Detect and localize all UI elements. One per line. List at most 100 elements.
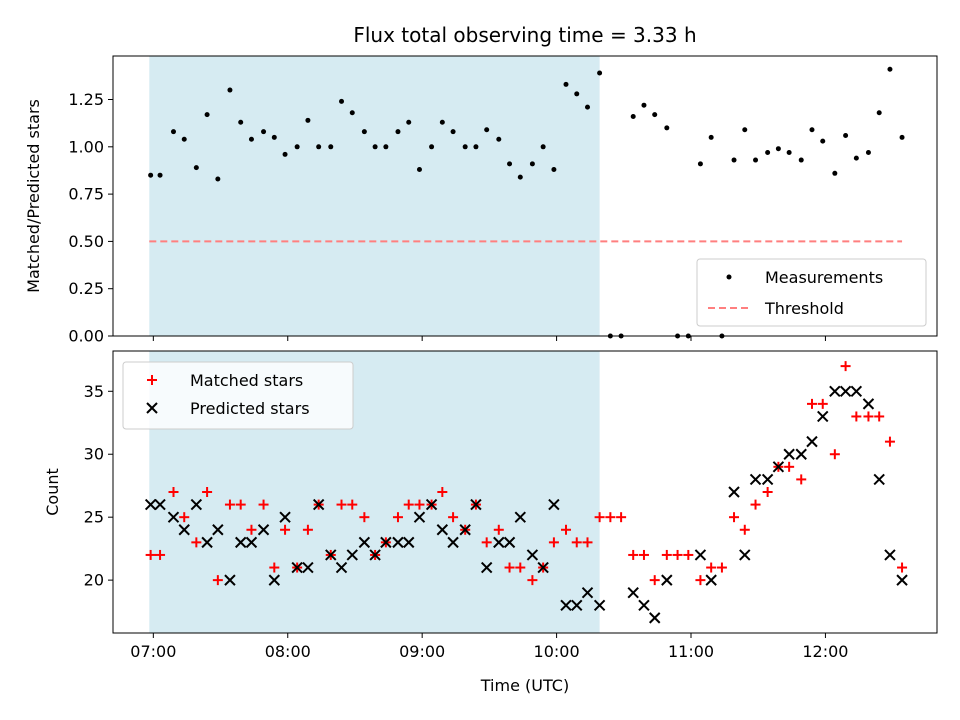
measurement-point bbox=[630, 114, 636, 120]
matched-star-point bbox=[414, 499, 425, 510]
predicted-star-point bbox=[537, 561, 549, 574]
matched-star-point bbox=[605, 512, 616, 523]
measurement-point bbox=[798, 157, 804, 163]
matched-star-point bbox=[493, 524, 504, 535]
matched-star-point bbox=[212, 575, 223, 586]
predicted-star-point bbox=[873, 473, 885, 486]
measurement-point bbox=[349, 110, 355, 116]
top-y-ticks: 0.00 0.25 0.50 0.75 1.00 1.25 bbox=[68, 90, 113, 346]
top-legend: Measurements Threshold bbox=[696, 258, 927, 327]
predicted-star-point bbox=[772, 461, 785, 473]
matched-star-point bbox=[515, 562, 526, 573]
matched-star-point bbox=[616, 512, 627, 523]
measurement-point bbox=[540, 144, 546, 150]
legend-label-predicted: Predicted stars bbox=[190, 399, 310, 418]
predicted-star-point bbox=[896, 574, 908, 586]
measurement-point bbox=[271, 134, 277, 140]
top-y-axis-label: Matched/Predicted stars bbox=[24, 99, 43, 293]
matched-star-point bbox=[638, 549, 649, 560]
top-shaded-span bbox=[149, 56, 600, 336]
predicted-star-point bbox=[335, 561, 348, 574]
bottom-x-tick-label: 11:00 bbox=[668, 642, 714, 661]
matched-star-point bbox=[661, 549, 672, 560]
predicted-star-point bbox=[806, 435, 818, 448]
bottom-y-axis-label: Count bbox=[43, 468, 62, 516]
matched-star-point bbox=[695, 575, 706, 586]
measurement-point bbox=[529, 161, 535, 167]
predicted-star-point bbox=[638, 599, 650, 612]
measurement-point bbox=[585, 104, 591, 110]
measurement-point bbox=[865, 149, 871, 155]
measurement-point bbox=[853, 155, 859, 161]
measurement-point bbox=[664, 125, 670, 131]
chart-title: Flux total observing time = 3.33 h bbox=[353, 23, 696, 47]
predicted-star-point bbox=[526, 549, 539, 561]
predicted-star-point bbox=[358, 536, 371, 549]
legend-marker-matched bbox=[147, 375, 157, 385]
predicted-star-point bbox=[694, 549, 707, 561]
bottom-y-tick-label: 35 bbox=[84, 382, 104, 401]
matched-star-point bbox=[403, 499, 414, 510]
predicted-star-point bbox=[581, 587, 594, 599]
matched-star-point bbox=[806, 398, 817, 409]
measurement-point bbox=[316, 144, 322, 150]
matched-star-point bbox=[504, 562, 515, 573]
matched-star-point bbox=[347, 499, 358, 510]
matched-star-point bbox=[716, 562, 727, 573]
matched-star-point bbox=[829, 449, 840, 460]
bottom-y-tick-label: 20 bbox=[84, 571, 104, 590]
predicted-star-point bbox=[761, 473, 774, 486]
measurement-point bbox=[193, 165, 199, 171]
matched-star-point bbox=[258, 499, 269, 510]
measurement-point bbox=[484, 127, 490, 133]
matched-star-point bbox=[840, 361, 851, 372]
measurement-point bbox=[765, 149, 771, 155]
matched-star-point bbox=[683, 549, 694, 560]
predicted-star-point bbox=[447, 536, 459, 549]
predicted-star-point bbox=[413, 511, 426, 523]
top-y-tick-label: 1.25 bbox=[68, 90, 104, 109]
bottom-x-tick-label: 07:00 bbox=[130, 642, 176, 661]
bottom-x-tick-label: 12:00 bbox=[802, 642, 848, 661]
predicted-star-point bbox=[493, 536, 505, 549]
measurement-point bbox=[843, 132, 849, 138]
measurement-point bbox=[450, 129, 456, 135]
measurement-point bbox=[731, 157, 737, 163]
measurement-point bbox=[563, 81, 569, 87]
matched-star-point bbox=[246, 524, 257, 535]
matched-star-point bbox=[863, 411, 874, 422]
matched-star-point bbox=[548, 537, 559, 548]
matched-star-point bbox=[359, 512, 370, 523]
matched-star-point bbox=[851, 411, 862, 422]
matched-star-point bbox=[560, 524, 571, 535]
measurement-point bbox=[597, 70, 603, 76]
measurement-point bbox=[248, 136, 254, 142]
measurement-point bbox=[809, 127, 815, 133]
predicted-star-point bbox=[795, 448, 807, 460]
top-measurement-points bbox=[148, 66, 905, 339]
matched-star-point bbox=[280, 524, 291, 535]
predicted-star-point bbox=[234, 536, 247, 549]
predicted-star-point bbox=[884, 549, 896, 561]
matched-star-point bbox=[628, 549, 639, 560]
predicted-star-point bbox=[480, 561, 493, 574]
measurement-point bbox=[832, 170, 838, 176]
legend-label-measurements: Measurements bbox=[765, 268, 883, 287]
matched-star-point bbox=[191, 537, 202, 548]
bottom-x-tick-label: 08:00 bbox=[265, 642, 311, 661]
predicted-star-point bbox=[380, 536, 392, 549]
matched-star-point bbox=[224, 499, 235, 510]
measurement-point bbox=[574, 91, 580, 97]
predicted-star-point bbox=[705, 574, 717, 586]
measurement-point bbox=[876, 110, 882, 116]
measurement-point bbox=[416, 167, 422, 173]
matched-star-point bbox=[302, 524, 313, 535]
predicted-star-point bbox=[392, 536, 404, 549]
predicted-star-point bbox=[436, 524, 449, 536]
measurement-point bbox=[227, 87, 233, 93]
predicted-star-point bbox=[649, 612, 661, 624]
top-y-tick-label: 1.00 bbox=[68, 137, 104, 156]
matched-star-point bbox=[437, 487, 448, 497]
